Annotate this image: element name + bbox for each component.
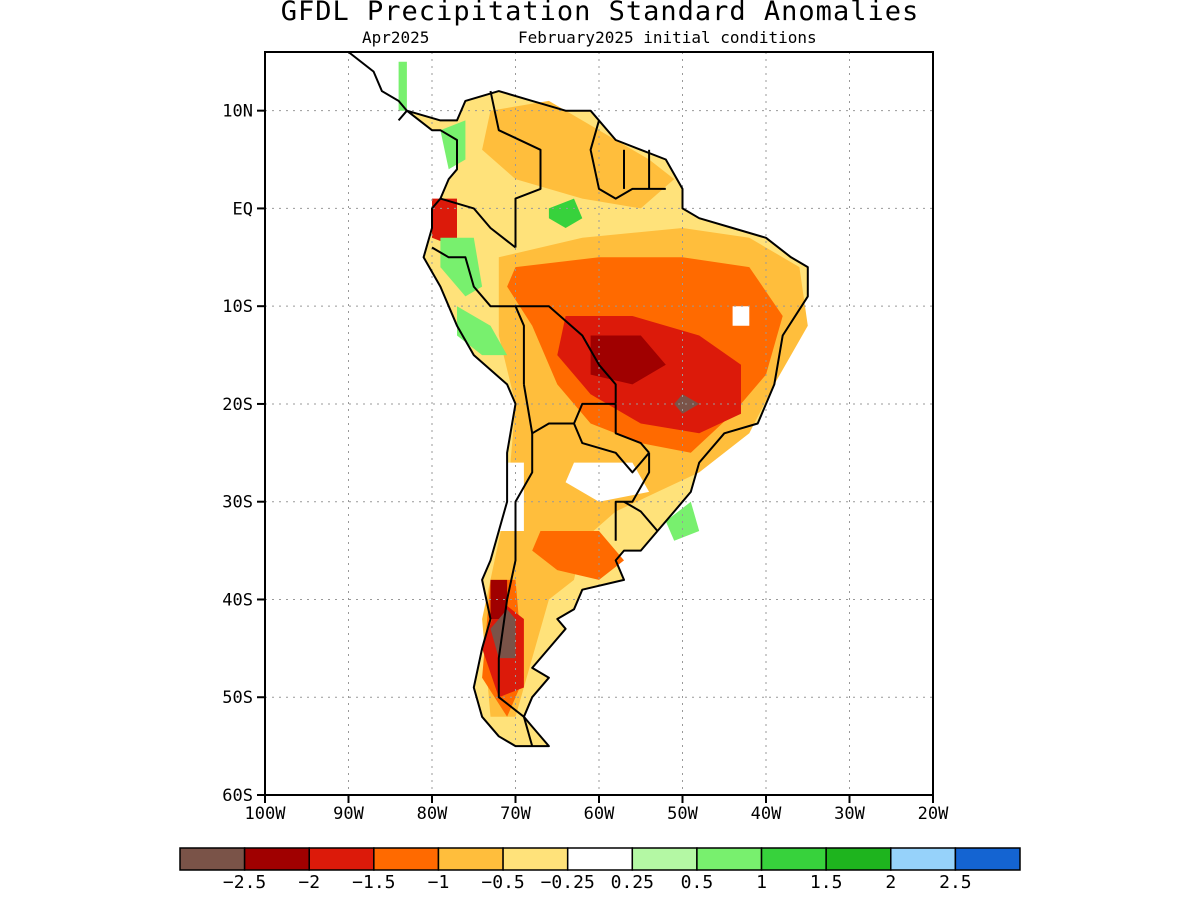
colorbar: −2.5 −2 −1.5 −1 −0.5 −0.25 0.25 0.5 1 1.5 2 2.5 <box>179 847 1021 893</box>
lon-tick-label: 90W <box>333 804 364 824</box>
lat-tick-label: 10S <box>222 297 253 317</box>
anomaly-fill-layer <box>398 61 808 747</box>
anomaly-region <box>482 100 675 209</box>
colorbar-label: −1.5 <box>352 872 395 893</box>
lat-tick-label: 20S <box>222 395 253 415</box>
colorbar-swatch <box>437 847 504 871</box>
anomaly-region <box>590 335 666 385</box>
colorbar-label: −0.25 <box>541 872 595 893</box>
colorbar-label: −1 <box>428 872 450 893</box>
country-border <box>614 403 650 454</box>
initial-conditions-label: February2025 initial conditions <box>518 28 817 47</box>
country-border <box>623 500 659 532</box>
country-border <box>440 197 517 249</box>
colorbar-label: −2 <box>298 872 320 893</box>
anomaly-region <box>490 579 508 619</box>
colorbar-swatch <box>954 847 1021 871</box>
colorbar-swatch <box>243 847 310 871</box>
country-border <box>522 716 534 747</box>
coastline <box>405 90 809 748</box>
lat-tick-label: 30S <box>222 493 253 513</box>
colorbar-swatch <box>696 847 763 871</box>
colorbar-swatch <box>308 847 375 871</box>
forecast-month-label: Apr2025 <box>362 28 430 47</box>
lon-tick-label: 60W <box>584 804 615 824</box>
lat-tick-label: 40S <box>222 590 253 610</box>
neutral-region <box>565 462 650 502</box>
lon-tick-label: 70W <box>500 804 531 824</box>
lat-tick-label: 50S <box>222 688 253 708</box>
lon-tick-label: 100W <box>245 804 287 824</box>
lon-tick-label: 20W <box>918 804 949 824</box>
map-title: GFDL Precipitation Standard Anomalies <box>280 0 920 27</box>
country-border <box>522 384 616 435</box>
colorbar-label: −2.5 <box>223 872 266 893</box>
graticule <box>265 52 933 795</box>
colorbar-swatch <box>631 847 698 871</box>
colorbar-label: 2 <box>885 872 896 893</box>
neutral-region <box>732 306 750 326</box>
country-border <box>497 433 534 718</box>
lon-tick-label: 40W <box>751 804 782 824</box>
lat-tick-label: EQ <box>233 199 253 219</box>
lat-tick-label: 10N <box>222 102 253 122</box>
anomaly-region <box>432 198 457 248</box>
coastline-layer <box>347 51 809 748</box>
anomaly-region <box>440 120 466 170</box>
anomaly-region <box>548 198 583 228</box>
colorbar-swatch <box>825 847 892 871</box>
colorbar-label: −0.5 <box>481 872 524 893</box>
country-border <box>431 246 525 385</box>
anomaly-region <box>457 306 508 356</box>
colorbar-label: 0.5 <box>681 872 714 893</box>
lon-tick-label: 80W <box>417 804 448 824</box>
colorbar-swatch <box>890 847 957 871</box>
country-border <box>614 452 651 541</box>
colorbar-label: 2.5 <box>939 872 972 893</box>
colorbar-swatch <box>179 847 246 871</box>
anomaly-region <box>532 531 624 580</box>
colorbar-swatch <box>373 847 440 871</box>
country-border <box>573 423 650 474</box>
neutral-region <box>498 462 524 531</box>
colorbar-swatch <box>566 847 634 871</box>
anomaly-region <box>398 61 407 111</box>
central-america-coastline <box>347 51 409 122</box>
lon-tick-label: 50W <box>667 804 698 824</box>
colorbar-label: 1 <box>756 872 767 893</box>
country-border <box>489 90 542 248</box>
colorbar-swatch <box>760 847 827 871</box>
colorbar-label: 1.5 <box>810 872 843 893</box>
country-border <box>515 305 617 404</box>
lat-tick-label: 60S <box>222 786 253 806</box>
colorbar-swatch <box>502 847 569 871</box>
colorbar-label: 0.25 <box>611 872 654 893</box>
lon-tick-label: 30W <box>834 804 865 824</box>
